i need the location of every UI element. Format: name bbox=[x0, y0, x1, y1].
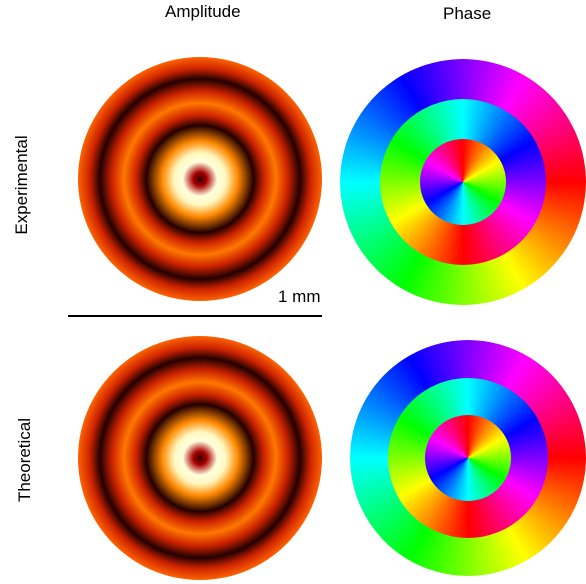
amplitude-image bbox=[78, 57, 322, 301]
scale-bar-label: 1 mm bbox=[278, 287, 321, 306]
column-label: Phase bbox=[443, 4, 492, 23]
amplitude-image bbox=[78, 336, 322, 580]
phase-image bbox=[340, 59, 586, 305]
phase-image bbox=[350, 340, 586, 576]
row-label: Experimental bbox=[12, 135, 31, 235]
row-label: Theoretical bbox=[15, 417, 34, 503]
column-label: Amplitude bbox=[165, 2, 241, 21]
scale-bar bbox=[68, 315, 322, 317]
